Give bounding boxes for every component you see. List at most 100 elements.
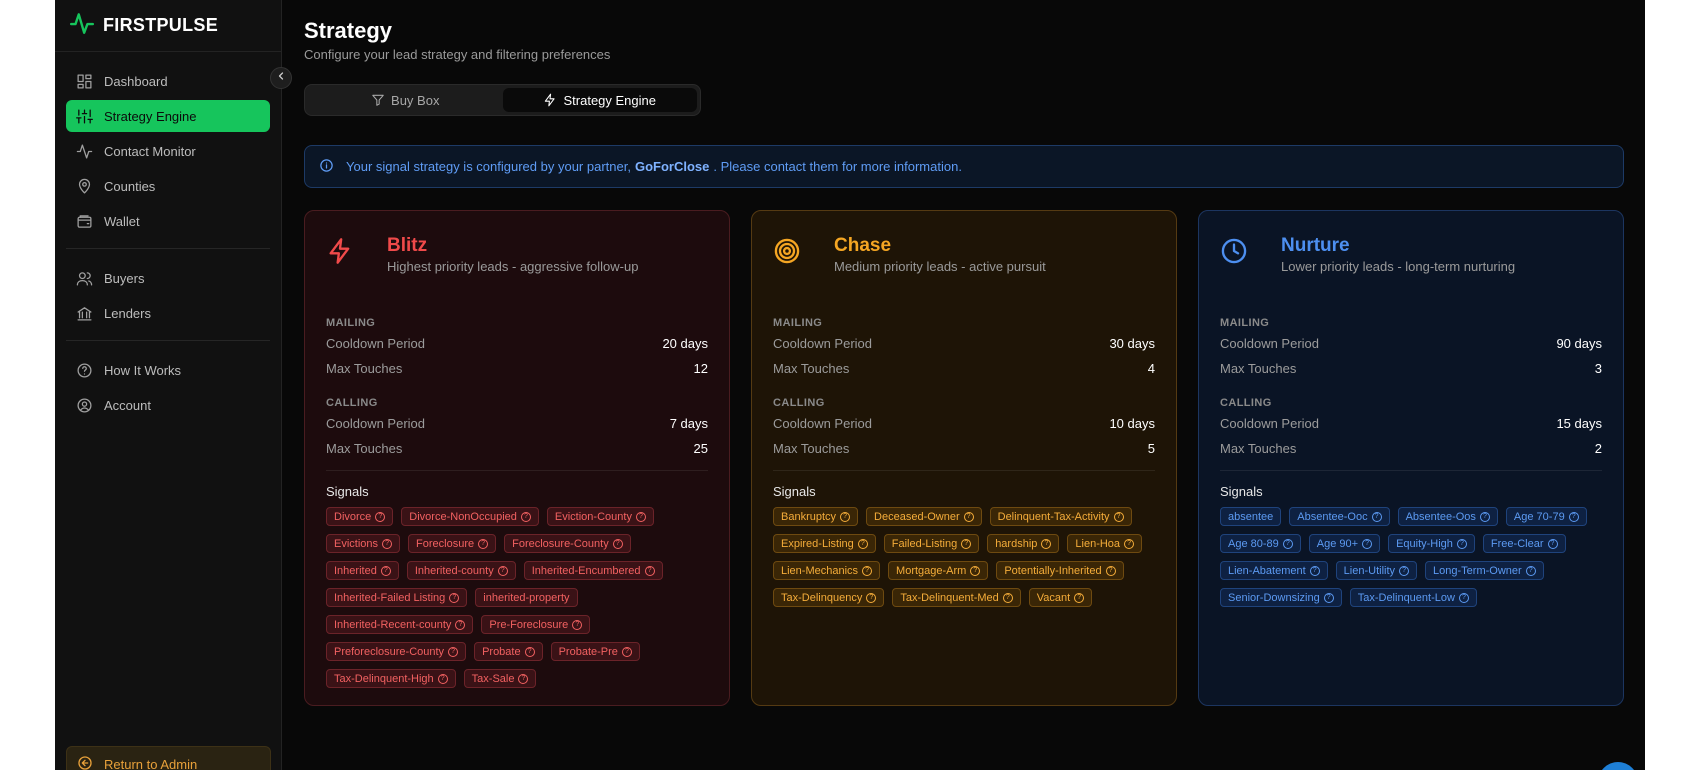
sidebar-item-label: Lenders [104, 305, 151, 321]
signal-chip[interactable]: Potentially-Inherited? [996, 561, 1124, 580]
chat-fab-button[interactable] [1598, 762, 1638, 770]
signal-chip-label: inherited-property [483, 591, 570, 604]
strategy-tabs: Buy Box Strategy Engine [304, 84, 701, 116]
sidebar-item-counties[interactable]: Counties [66, 170, 270, 202]
signal-chip-label: Absentee-Ooc [1297, 510, 1368, 523]
sidebar-item-account[interactable]: Account [66, 389, 270, 421]
signal-chip[interactable]: Mortgage-Arm? [888, 561, 989, 580]
signal-chip-label: hardship [995, 537, 1038, 550]
signal-chip[interactable]: Long-Term-Owner? [1425, 561, 1544, 580]
help-icon: ? [497, 565, 508, 576]
sidebar-item-label: Contact Monitor [104, 143, 196, 159]
sidebar-item-strategy-engine[interactable]: Strategy Engine [66, 100, 270, 132]
sidebar-item-buyers[interactable]: Buyers [66, 262, 270, 294]
signal-chip[interactable]: Equity-High? [1388, 534, 1475, 553]
help-icon: ? [612, 538, 623, 549]
card-header: Chase Medium priority leads - active purs… [773, 211, 1155, 301]
row-label: Cooldown Period [326, 336, 426, 351]
brand[interactable]: FIRSTPULSE [55, 0, 281, 52]
signal-chip[interactable]: absentee [1220, 507, 1282, 526]
signal-chip[interactable]: Foreclosure? [408, 534, 497, 553]
signal-chip[interactable]: Absentee-Ooc? [1289, 507, 1390, 526]
card-settings: MAILING Cooldown Period 30 days Max Touches… [773, 301, 1155, 461]
info-text-after: . Please contact them for more informati… [713, 159, 962, 174]
signal-chip[interactable]: Tax-Delinquent-High? [326, 669, 456, 688]
signal-chip[interactable]: Inherited-county? [406, 561, 516, 580]
clock-icon [1220, 237, 1248, 265]
help-icon: ? [1479, 511, 1490, 522]
signal-chip[interactable]: Lien-Mechanics? [773, 561, 881, 580]
signal-chip[interactable]: Divorce-NonOccupied? [401, 507, 539, 526]
partner-name: GoForClose [634, 159, 710, 174]
signal-chip[interactable]: Lien-Utility? [1335, 561, 1418, 580]
signal-chip[interactable]: Evictions? [326, 534, 401, 553]
signal-chip[interactable]: Deceased-Owner? [866, 507, 982, 526]
signal-chip[interactable]: hardship? [987, 534, 1060, 553]
signal-chip[interactable]: Age 90+? [1308, 534, 1381, 553]
signal-chip-label: Deceased-Owner [874, 510, 960, 523]
signal-chip[interactable]: Preforeclosure-County? [326, 642, 467, 661]
signal-chip[interactable]: Delinquent-Tax-Activity? [989, 507, 1132, 526]
sidebar-item-label: Strategy Engine [104, 108, 197, 124]
calling-cooldown-row: Cooldown Period 10 days [773, 411, 1155, 436]
collapse-sidebar-button[interactable] [270, 67, 292, 89]
signal-chip[interactable]: Foreclosure-County? [504, 534, 631, 553]
signal-chip[interactable]: Pre-Foreclosure? [481, 615, 591, 634]
signal-chip[interactable]: Age 70-79? [1505, 507, 1587, 526]
row-label: Max Touches [1220, 361, 1297, 376]
help-icon: ? [1456, 538, 1467, 549]
signal-chip[interactable]: Senior-Downsizing? [1220, 588, 1342, 607]
row-label: Max Touches [773, 441, 850, 456]
signal-chip[interactable]: Divorce? [326, 507, 394, 526]
help-icon: ? [1362, 538, 1373, 549]
signal-chip[interactable]: Inherited? [326, 561, 399, 580]
signal-chip[interactable]: Lien-Hoa? [1067, 534, 1143, 553]
signal-chip[interactable]: Expired-Listing? [773, 534, 876, 553]
mailing-max-touches-row: Max Touches 4 [773, 356, 1155, 381]
signal-chips: Bankruptcy? Deceased-Owner? Delinquent-Tax… [773, 507, 1155, 607]
signal-chip[interactable]: Absentee-Oos? [1397, 507, 1498, 526]
help-icon: ? [478, 538, 489, 549]
signal-chip[interactable]: Inherited-Encumbered? [523, 561, 663, 580]
signal-chip[interactable]: Vacant? [1028, 588, 1093, 607]
sidebar-item-dashboard[interactable]: Dashboard [66, 65, 270, 97]
signal-chip[interactable]: Lien-Abatement? [1220, 561, 1328, 580]
signal-chip[interactable]: inherited-property [475, 588, 578, 607]
sidebar-item-wallet[interactable]: Wallet [66, 205, 270, 237]
mailing-max-touches-row: Max Touches 12 [326, 356, 708, 381]
sidebar-item-how-it-works[interactable]: How It Works [66, 354, 270, 386]
tab-label: Buy Box [391, 92, 440, 108]
help-icon: ? [1547, 538, 1558, 549]
return-to-admin-button[interactable]: Return to Admin [66, 746, 271, 770]
help-icon: ? [1568, 511, 1579, 522]
tab-buy-box[interactable]: Buy Box [308, 88, 503, 112]
signal-chip[interactable]: Inherited-Failed Listing? [326, 588, 468, 607]
tab-strategy-engine[interactable]: Strategy Engine [502, 88, 697, 112]
signal-chip[interactable]: Bankruptcy? [773, 507, 859, 526]
signal-chip-label: Bankruptcy [781, 510, 837, 523]
signal-chip[interactable]: Age 80-89? [1220, 534, 1301, 553]
signal-chip[interactable]: Probate? [474, 642, 543, 661]
signal-chip[interactable]: Eviction-County? [546, 507, 654, 526]
signal-chip[interactable]: Probate-Pre? [550, 642, 640, 661]
card-description: Highest priority leads - aggressive foll… [387, 259, 639, 274]
signal-chip[interactable]: Tax-Delinquent-Med? [892, 588, 1021, 607]
card-header: Nurture Lower priority leads - long-term … [1220, 211, 1602, 301]
signal-chip[interactable]: Inherited-Recent-county? [326, 615, 474, 634]
help-icon: ? [1002, 592, 1013, 603]
signal-chip-label: Eviction-County [554, 510, 632, 523]
signal-chip-label: Inherited-Failed Listing [334, 591, 446, 604]
sidebar-item-lenders[interactable]: Lenders [66, 297, 270, 329]
signal-chip-label: Senior-Downsizing [1228, 591, 1320, 604]
signal-chip[interactable]: Free-Clear? [1482, 534, 1566, 553]
partner-info-banner: Your signal strategy is configured by yo… [304, 145, 1624, 188]
signal-chip[interactable]: Failed-Listing? [883, 534, 980, 553]
signal-chip-label: Failed-Listing [891, 537, 958, 550]
signal-chip[interactable]: Tax-Delinquent-Low? [1349, 588, 1477, 607]
signal-chip[interactable]: Tax-Sale? [463, 669, 537, 688]
sidebar-item-label: How It Works [104, 362, 182, 378]
row-value: 12 [693, 361, 708, 376]
signal-chip[interactable]: Tax-Delinquency? [773, 588, 885, 607]
sidebar-item-contact-monitor[interactable]: Contact Monitor [66, 135, 270, 167]
card-title: Chase [834, 235, 892, 256]
